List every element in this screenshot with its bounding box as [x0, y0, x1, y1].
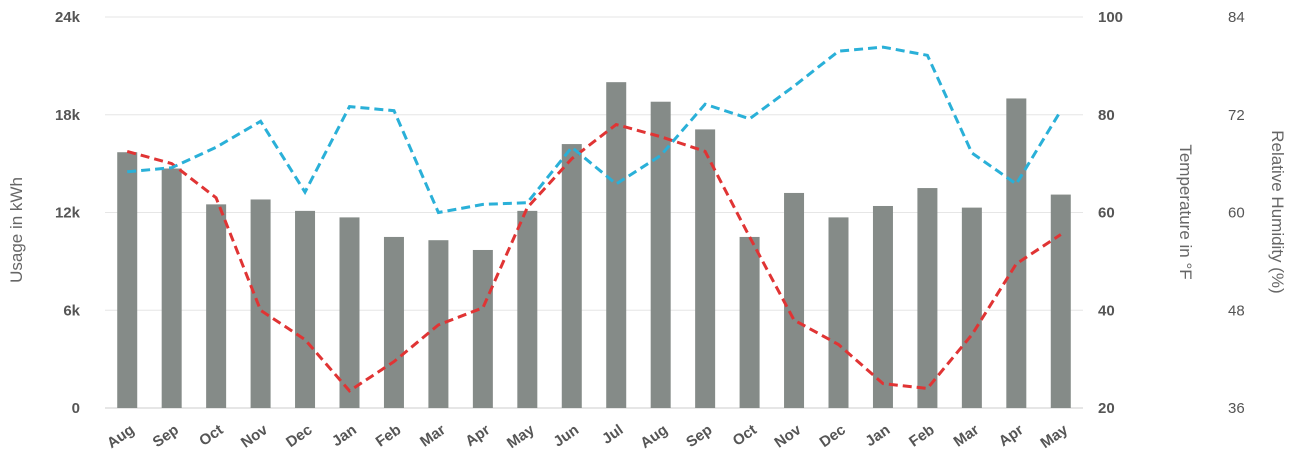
x-tick-label: Nov: [771, 421, 805, 452]
usage-bar[interactable]: [517, 210, 538, 408]
usage-bars: [117, 82, 1071, 409]
usage-bar[interactable]: [606, 82, 627, 409]
usage-bar[interactable]: [961, 207, 982, 408]
y-far-right-tick-label: 84: [1228, 9, 1245, 26]
x-tick-label: Apr: [462, 421, 493, 450]
temperature-series-line[interactable]: [126, 122, 1062, 393]
x-tick-label: Feb: [906, 421, 938, 450]
usage-bar[interactable]: [161, 168, 182, 408]
usage-bar[interactable]: [383, 236, 404, 408]
y-far-right-tick-label: 48: [1228, 302, 1245, 319]
usage-bar[interactable]: [561, 144, 582, 408]
y-far-right-tick-label: 72: [1228, 107, 1245, 124]
y-left-tick-label: 18k: [55, 107, 81, 124]
y-right-tick-label: 20: [1098, 400, 1115, 417]
x-tick-label: Mar: [951, 421, 983, 450]
y-right-tick-label: 100: [1098, 9, 1123, 26]
x-axis-ticks: Aug Sep Oct Nov Dec Jan Feb Mar Apr May Jun Jul Aug S…: [104, 421, 1072, 452]
x-tick-label: Feb: [373, 421, 405, 450]
temperature-line: [126, 122, 1062, 393]
x-tick-label: Sep: [150, 421, 182, 451]
usage-bar[interactable]: [117, 152, 138, 408]
y-right-tick-label: 80: [1098, 107, 1115, 124]
y-far-right-tick-label: 36: [1228, 400, 1245, 417]
y-left-tick-label: 6k: [63, 302, 80, 319]
usage-bar[interactable]: [339, 217, 360, 408]
x-tick-label: Jul: [599, 421, 627, 447]
usage-bar[interactable]: [472, 249, 493, 408]
usage-bar[interactable]: [695, 129, 716, 408]
x-tick-label: Mar: [417, 421, 449, 450]
y-left-tick-label: 24k: [55, 9, 81, 26]
usage-bar[interactable]: [1050, 194, 1071, 408]
x-tick-label: Jan: [329, 421, 360, 450]
x-tick-label: May: [1037, 421, 1071, 452]
x-tick-label: May: [504, 421, 538, 452]
y-right-axis-title: Temperature in °F: [1176, 144, 1195, 279]
usage-bar[interactable]: [828, 217, 849, 408]
x-tick-label: Nov: [238, 421, 272, 452]
y-far-right-tick-label: 60: [1228, 205, 1245, 222]
y-right-tick-label: 60: [1098, 205, 1115, 222]
usage-bar[interactable]: [295, 210, 316, 408]
usage-bar[interactable]: [206, 204, 227, 408]
humidity-series-line[interactable]: [127, 45, 1063, 215]
usage-bar[interactable]: [784, 192, 805, 408]
usage-bar[interactable]: [250, 199, 271, 408]
x-tick-label: Oct: [730, 421, 760, 449]
y-far-right-axis-title: Relative Humidity (%): [1268, 130, 1287, 293]
x-tick-label: Oct: [196, 421, 226, 449]
x-tick-label: Sep: [683, 421, 715, 451]
y-left-tick-label: 0: [72, 400, 80, 417]
humidity-line: [127, 45, 1063, 215]
usage-bar[interactable]: [1006, 98, 1027, 408]
usage-bar[interactable]: [739, 236, 760, 408]
usage-bar[interactable]: [872, 205, 893, 408]
usage-bar[interactable]: [650, 101, 671, 408]
y-left-ticks: 0 6k 12k 18k 24k: [55, 9, 81, 417]
x-tick-label: Aug: [637, 421, 671, 452]
x-tick-label: Aug: [104, 421, 138, 452]
x-tick-label: Jun: [550, 421, 582, 450]
y-far-right-ticks: 36 48 60 72 84: [1228, 9, 1245, 417]
x-tick-label: Dec: [283, 421, 315, 451]
usage-bar[interactable]: [917, 188, 938, 408]
x-tick-label: Apr: [996, 421, 1027, 450]
y-left-axis-title: Usage in kWh: [7, 177, 26, 283]
y-right-ticks: 20 40 60 80 100: [1098, 9, 1123, 417]
y-left-tick-label: 12k: [55, 205, 81, 222]
x-tick-label: Jan: [862, 421, 893, 450]
x-tick-label: Dec: [816, 421, 848, 451]
y-right-tick-label: 40: [1098, 302, 1115, 319]
